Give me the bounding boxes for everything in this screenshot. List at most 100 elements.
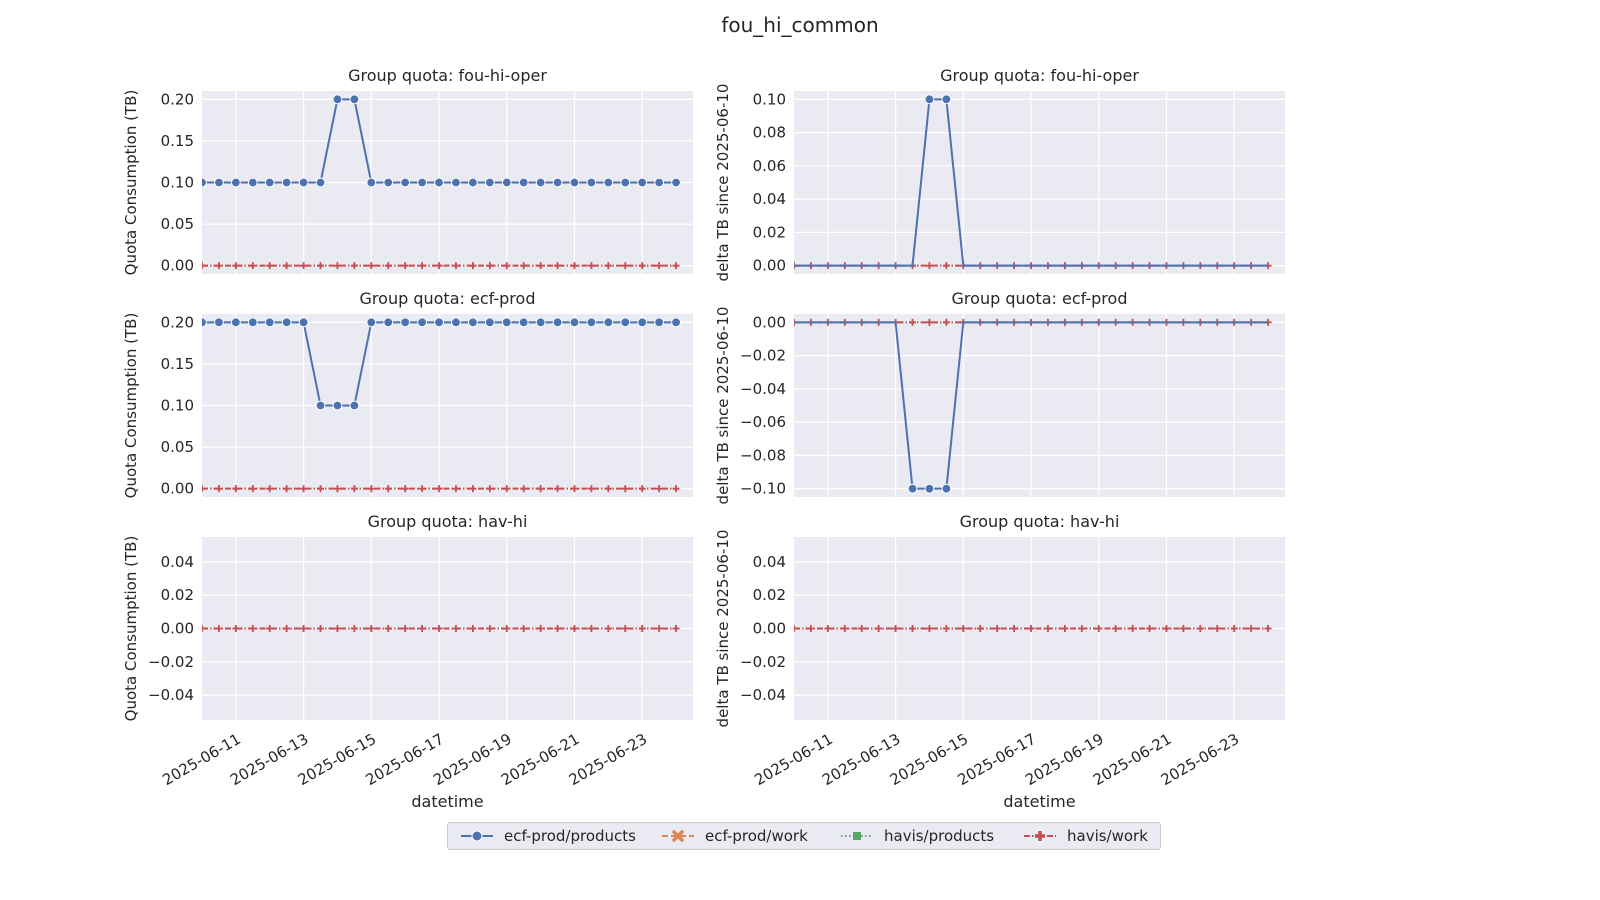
data-point [486, 262, 494, 270]
legend-label: havis/products [884, 827, 995, 845]
data-point [570, 485, 578, 493]
data-point [671, 317, 681, 328]
series-group [202, 625, 680, 632]
data-point [637, 317, 648, 328]
data-point [672, 625, 680, 632]
series-group [794, 94, 1272, 270]
subplot-title: Group quota: hav-hi [960, 512, 1120, 531]
data-point [1247, 625, 1255, 632]
data-point [1264, 625, 1272, 632]
data-point [264, 177, 275, 188]
y-tick-label: −0.06 [740, 413, 786, 431]
legend-swatch-ecf-prod-products [461, 830, 493, 842]
data-point [569, 317, 580, 328]
data-point [317, 262, 325, 270]
subplot-4: 0.00 −0.02 −0.04 −0.06 −0.08 −0.10 Group quota… [714, 289, 1285, 504]
legend-swatch-ecf-prod-work [662, 830, 694, 842]
data-point [554, 262, 562, 270]
data-point [924, 94, 935, 105]
data-point [807, 625, 815, 632]
y-tick-label: 0.04 [753, 190, 786, 208]
data-point [434, 177, 444, 188]
data-point [266, 485, 274, 493]
data-point [587, 625, 595, 632]
series-ecf-prod-products [202, 94, 681, 188]
subplot-5: 0.040.020.00−0.02−0.042025-06-112025-06-… [122, 512, 693, 811]
data-point [604, 625, 612, 632]
data-point [401, 262, 409, 270]
legend-label: havis/work [1067, 827, 1148, 845]
data-point [232, 485, 240, 493]
data-point [384, 625, 392, 632]
data-point [941, 483, 952, 494]
data-point [1179, 625, 1187, 632]
y-tick-label: 0.05 [161, 215, 194, 233]
data-point [215, 625, 223, 632]
data-point [315, 400, 326, 411]
data-point [655, 485, 663, 493]
series-ecf-prod-products [202, 317, 681, 411]
data-point [503, 485, 511, 493]
data-point [366, 317, 377, 328]
data-point [535, 177, 546, 188]
series-group [202, 317, 681, 493]
y-tick-label: 0.00 [753, 313, 786, 331]
data-point [1196, 625, 1204, 632]
data-point [941, 94, 952, 105]
data-point [452, 485, 460, 493]
data-point [249, 625, 257, 632]
data-point [350, 485, 358, 493]
data-point [266, 625, 274, 632]
series-group [794, 625, 1272, 632]
subplot-title: Group quota: hav-hi [368, 512, 528, 531]
y-tick-label: 0.00 [753, 257, 786, 275]
data-point [230, 317, 241, 328]
data-point [535, 317, 546, 328]
data-point [1010, 625, 1018, 632]
data-point [214, 177, 224, 188]
data-point [520, 625, 528, 632]
data-point [264, 317, 275, 328]
data-point [501, 177, 512, 188]
data-point [1213, 625, 1221, 632]
data-point [281, 317, 292, 328]
data-point [469, 625, 477, 632]
data-point [587, 262, 595, 270]
data-point [332, 400, 343, 411]
series-ecf-prod-products [794, 94, 1269, 267]
y-tick-label: 0.10 [161, 174, 194, 192]
data-point [875, 625, 883, 632]
data-point [333, 485, 341, 493]
data-point [620, 317, 631, 328]
data-point [638, 485, 646, 493]
data-point [537, 262, 545, 270]
data-point [1112, 625, 1120, 632]
data-point [202, 625, 206, 632]
y-axis-label: delta TB since 2025-06-10 [714, 307, 732, 505]
data-point [249, 485, 257, 493]
data-point [942, 262, 950, 270]
series-havis-work [202, 262, 680, 270]
data-point [384, 262, 392, 270]
data-point [621, 625, 629, 632]
data-point [300, 485, 308, 493]
series-group [202, 94, 681, 270]
data-point [281, 177, 292, 188]
data-point [298, 177, 309, 188]
y-tick-label: 0.15 [161, 355, 194, 373]
data-point [451, 317, 461, 328]
data-point [942, 625, 950, 632]
data-point [215, 485, 223, 493]
series-havis-work [794, 625, 1272, 632]
subplot-title: Group quota: ecf-prod [952, 289, 1128, 308]
legend-item-ecf-prod-work: ecf-prod/work [661, 823, 808, 849]
y-tick-label: −0.04 [740, 686, 786, 704]
data-point [202, 177, 207, 188]
data-point [332, 94, 343, 105]
data-point [333, 625, 341, 632]
x-axis-label: datetime [1003, 792, 1075, 811]
data-point [367, 485, 375, 493]
data-point [655, 625, 663, 632]
y-axis-label: delta TB since 2025-06-10 [714, 530, 732, 728]
legend-item-havis-work: havis/work [1023, 823, 1148, 849]
